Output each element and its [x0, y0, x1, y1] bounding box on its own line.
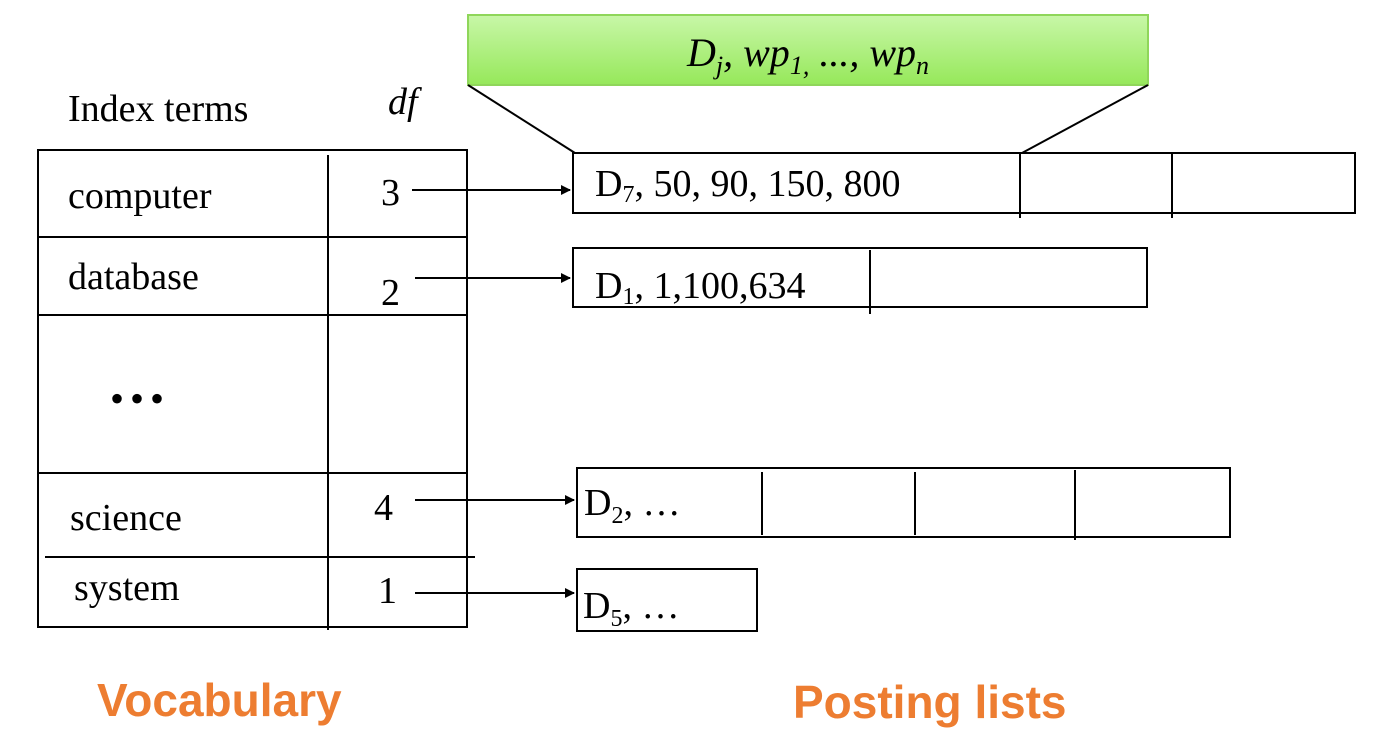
term-science: science: [70, 497, 182, 539]
posting-list-system: D5, …: [576, 568, 758, 632]
callout-connector-right: [1021, 84, 1149, 154]
posting-list-computer: D7, 50, 90, 150, 800: [572, 152, 1356, 218]
posting-entry: D7, 50, 90, 150, 800: [595, 163, 900, 208]
ellipsis-rows: •••: [110, 376, 170, 421]
df-science: 4: [374, 487, 393, 529]
vocabulary-label: Vocabulary: [97, 674, 342, 726]
index-terms-header: Index terms: [68, 88, 248, 130]
df-database: 2: [381, 272, 400, 314]
posting-lists-label: Posting lists: [793, 676, 1066, 728]
vocabulary-table: computer 3 database 2 ••• science 4 syst…: [37, 149, 475, 630]
posting-entry: D5, …: [583, 585, 679, 632]
df-header: df: [388, 81, 422, 123]
term-database: database: [68, 256, 199, 298]
df-system: 1: [378, 570, 397, 612]
posting-entry: D1, 1,100,634: [595, 265, 805, 310]
posting-entry: D2, …: [584, 482, 680, 529]
posting-format-callout: Dj, wp1, ..., wpn: [467, 14, 1149, 154]
posting-list-science: D2, …: [576, 467, 1231, 540]
posting-format-text: Dj, wp1, ..., wpn: [686, 30, 929, 80]
callout-connector-left: [467, 84, 576, 154]
term-system: system: [74, 567, 180, 609]
df-computer: 3: [381, 172, 400, 214]
term-computer: computer: [68, 175, 212, 217]
posting-list-database: D1, 1,100,634: [572, 247, 1148, 314]
